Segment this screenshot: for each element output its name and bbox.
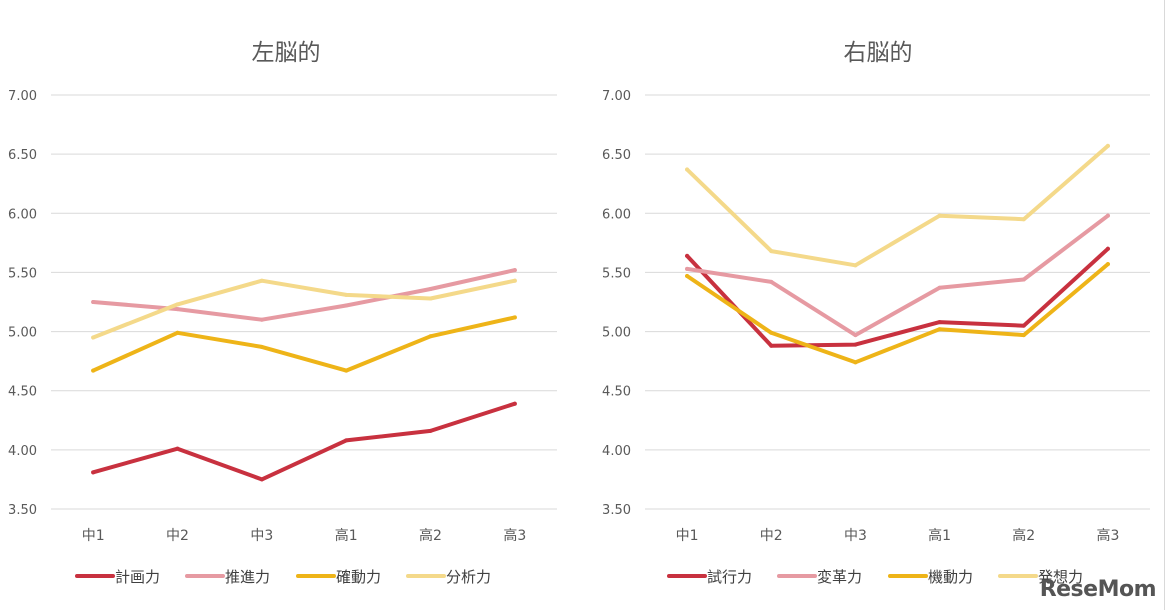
x-tick-label: 中3 [250,528,273,544]
y-tick-label: 4.00 [602,444,631,459]
data-point [344,368,349,373]
data-point [1105,262,1110,267]
data-point [512,278,517,283]
series-line-確動力 [91,315,517,373]
y-tick-label: 4.50 [602,385,631,400]
data-point [937,320,942,325]
y-tick-label: 4.50 [8,385,37,400]
data-point [937,213,942,218]
data-point [853,342,858,347]
x-tick-label: 中1 [676,528,699,544]
data-point [1021,323,1026,328]
data-point [1021,277,1026,282]
data-point [344,303,349,308]
legend-label: 確動力 [336,568,381,586]
data-point [91,300,96,304]
legend-label: 分析力 [446,568,491,586]
data-point [428,286,433,291]
data-point [685,253,690,258]
data-point [937,285,942,290]
y-tick-label: 5.50 [602,266,631,281]
series-line-計画力 [91,401,517,482]
data-point [1021,333,1026,338]
x-tick-label: 中2 [760,528,783,544]
y-tick-label: 6.50 [602,148,631,163]
legend-label: 試行力 [707,568,752,586]
data-point [512,315,517,320]
chart-title: 左脳的 [252,40,321,66]
data-point [175,307,180,312]
y-tick-label: 3.50 [8,503,37,518]
y-tick-label: 5.50 [8,266,37,281]
y-tick-label: 6.50 [8,148,37,163]
series-line-分析力 [91,278,517,340]
y-tick-label: 5.00 [8,326,37,341]
series-line-変革力 [685,213,1110,338]
chart-title: 右脳的 [844,40,913,66]
data-point [937,327,942,332]
series-line-発想力 [685,143,1110,268]
data-point [685,273,690,278]
legend-label: 発想力 [1038,568,1083,586]
x-tick-label: 高3 [1096,527,1119,544]
data-point [259,278,264,283]
data-point [1021,217,1026,222]
x-tick-label: 高2 [419,527,442,544]
data-point [428,334,433,339]
data-point [685,167,690,172]
watermark-logo: ReseMom [1039,577,1157,602]
legend-label: 計画力 [115,568,160,586]
data-point [512,401,517,406]
data-point [344,292,349,297]
data-point [259,344,264,349]
data-point [91,368,96,373]
series-line-試行力 [685,246,1110,348]
x-tick-label: 中3 [844,528,867,544]
data-point [769,343,774,348]
data-point [512,268,517,273]
series-line-機動力 [685,262,1110,365]
legend-label: 変革力 [817,568,862,586]
y-tick-label: 7.00 [8,89,37,104]
data-point [428,428,433,433]
legend-label: 機動力 [928,568,973,586]
x-tick-label: 高3 [503,527,526,544]
x-tick-label: 高2 [1012,527,1035,544]
x-tick-label: 中2 [166,528,189,544]
data-point [91,470,96,475]
data-point [259,477,264,482]
panel-divider [1164,0,1165,610]
data-point [428,296,433,301]
x-tick-label: 高1 [928,527,951,544]
data-point [175,330,180,335]
data-point [175,446,180,451]
data-point [1105,143,1110,148]
y-tick-label: 6.00 [8,207,37,222]
x-tick-label: 中1 [82,528,105,544]
legend-label: 推進力 [225,568,270,586]
y-tick-label: 5.00 [602,326,631,341]
data-point [259,317,264,322]
x-tick-label: 高1 [335,527,358,544]
data-point [344,438,349,443]
y-tick-label: 6.00 [602,207,631,222]
data-point [853,333,858,338]
data-point [769,330,774,335]
data-point [1105,246,1110,251]
y-tick-label: 7.00 [602,89,631,104]
y-tick-label: 3.50 [602,503,631,518]
data-point [91,335,96,340]
data-point [853,263,858,268]
y-tick-label: 4.00 [8,444,37,459]
data-point [769,249,774,254]
data-point [1105,213,1110,218]
data-point [175,302,180,307]
data-point [769,279,774,284]
data-point [685,266,690,271]
data-point [853,360,858,365]
